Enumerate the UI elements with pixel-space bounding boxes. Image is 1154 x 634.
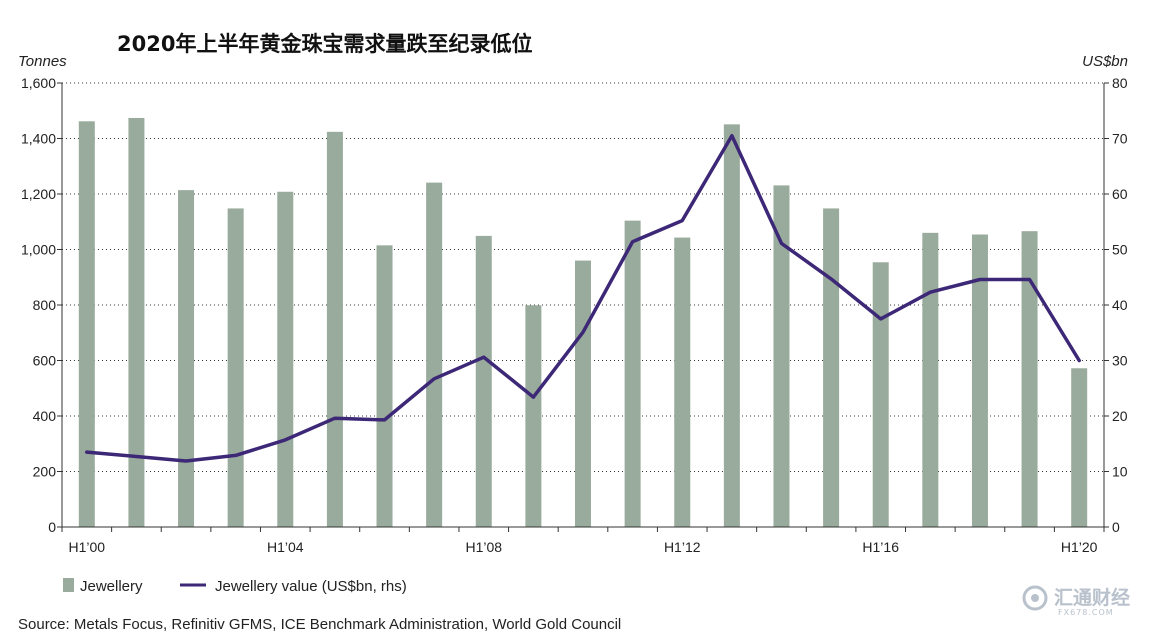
bar-h115 (823, 208, 840, 527)
legend-label-jewellery: Jewellery (80, 578, 143, 595)
point-h100 (86, 451, 88, 453)
bar-h119 (1021, 231, 1038, 527)
x-tick-label: H1’04 (267, 539, 304, 555)
right-tick-label: 10 (1112, 464, 1128, 480)
left-tick-label: 0 (48, 519, 56, 535)
bar-h108 (475, 235, 492, 527)
point-h115 (830, 278, 832, 280)
point-h102 (185, 460, 187, 462)
watermark-subtext: FX678.COM (1058, 608, 1114, 617)
bar-h110 (575, 260, 591, 527)
left-tick-label: 1,200 (21, 186, 56, 202)
right-tick-label: 40 (1112, 297, 1128, 313)
bar-h111 (624, 220, 641, 527)
point-h107 (433, 378, 435, 380)
right-tick-label: 80 (1112, 75, 1128, 91)
x-tick-label: H1’20 (1061, 539, 1098, 555)
bar-h120 (1071, 368, 1088, 527)
point-h112 (681, 220, 683, 222)
bar-h102 (178, 190, 195, 528)
point-h114 (780, 242, 782, 244)
right-axis-unit: US$bn (1082, 53, 1128, 70)
x-tick-label: H1’00 (69, 539, 106, 555)
chart-title: 2020年上半年黄金珠宝需求量跌至纪录低位 (117, 32, 532, 56)
legend: Jewellery Jewellery value (US$bn, rhs) (63, 578, 407, 595)
bar-h104 (277, 191, 294, 527)
point-h120 (1078, 360, 1080, 361)
bar-h106 (376, 245, 393, 527)
bar-h105 (326, 131, 343, 527)
point-h118 (979, 278, 981, 280)
right-tick-label: 30 (1112, 353, 1128, 369)
bar-series-jewellery (78, 117, 1088, 528)
legend-swatch-jewellery (63, 578, 74, 592)
point-h110 (582, 331, 584, 333)
source-note: Source: Metals Focus, Refinitiv GFMS, IC… (18, 616, 621, 633)
left-axis-ticks: 0 200 400 600 800 1,000 1,200 1,400 1,600 (21, 75, 62, 535)
bar-h101 (128, 117, 145, 527)
watermark-logo-icon (1022, 585, 1048, 611)
left-axis-unit: Tonnes (18, 53, 67, 70)
left-tick-label: 400 (33, 408, 57, 424)
left-tick-label: 1,400 (21, 131, 56, 147)
right-tick-label: 0 (1112, 519, 1120, 535)
point-h105 (334, 417, 336, 419)
x-tick-label: H1’16 (862, 539, 899, 555)
point-h108 (483, 356, 485, 358)
point-h103 (235, 454, 237, 456)
point-h116 (880, 318, 882, 320)
watermark-logo-dot-icon (1031, 594, 1039, 602)
bar-h107 (426, 182, 443, 527)
left-tick-label: 800 (33, 297, 57, 313)
legend-label-jewellery-value: Jewellery value (US$bn, rhs) (215, 578, 407, 595)
bar-h103 (227, 208, 244, 527)
right-axis-ticks: 0 10 20 30 40 50 60 70 80 (1104, 75, 1128, 535)
bar-h112 (674, 237, 691, 527)
left-tick-label: 1,600 (21, 75, 56, 91)
bar-h100 (78, 121, 95, 528)
watermark-text: 汇通财经 (1054, 586, 1130, 609)
point-h111 (632, 241, 634, 243)
right-tick-label: 70 (1112, 131, 1128, 147)
bar-h116 (872, 262, 889, 527)
left-tick-label: 1,000 (21, 242, 56, 258)
watermark: 汇通财经 FX678.COM (1022, 585, 1130, 617)
bar-h118 (971, 234, 988, 527)
left-tick-label: 200 (33, 464, 57, 480)
bar-h117 (922, 232, 939, 527)
bar-h114 (773, 185, 790, 527)
right-tick-label: 60 (1112, 186, 1128, 202)
point-h101 (135, 456, 137, 458)
right-tick-label: 50 (1112, 242, 1128, 258)
point-h106 (384, 419, 386, 421)
point-h119 (1029, 278, 1031, 280)
right-tick-label: 20 (1112, 408, 1128, 424)
x-axis-ticks: H1’00 H1’04 H1’08 H1’12 H1’16 H1’20 (61, 527, 1105, 555)
x-tick-label: H1’08 (465, 539, 502, 555)
bar-h113 (723, 124, 740, 527)
line-series-jewellery-value (85, 133, 1081, 463)
point-h104 (284, 439, 286, 441)
point-h109 (532, 396, 534, 398)
x-tick-label: H1’12 (664, 539, 701, 555)
bar-h109 (525, 305, 542, 527)
point-h113 (731, 135, 733, 137)
point-h117 (929, 291, 931, 293)
left-tick-label: 600 (33, 353, 57, 369)
